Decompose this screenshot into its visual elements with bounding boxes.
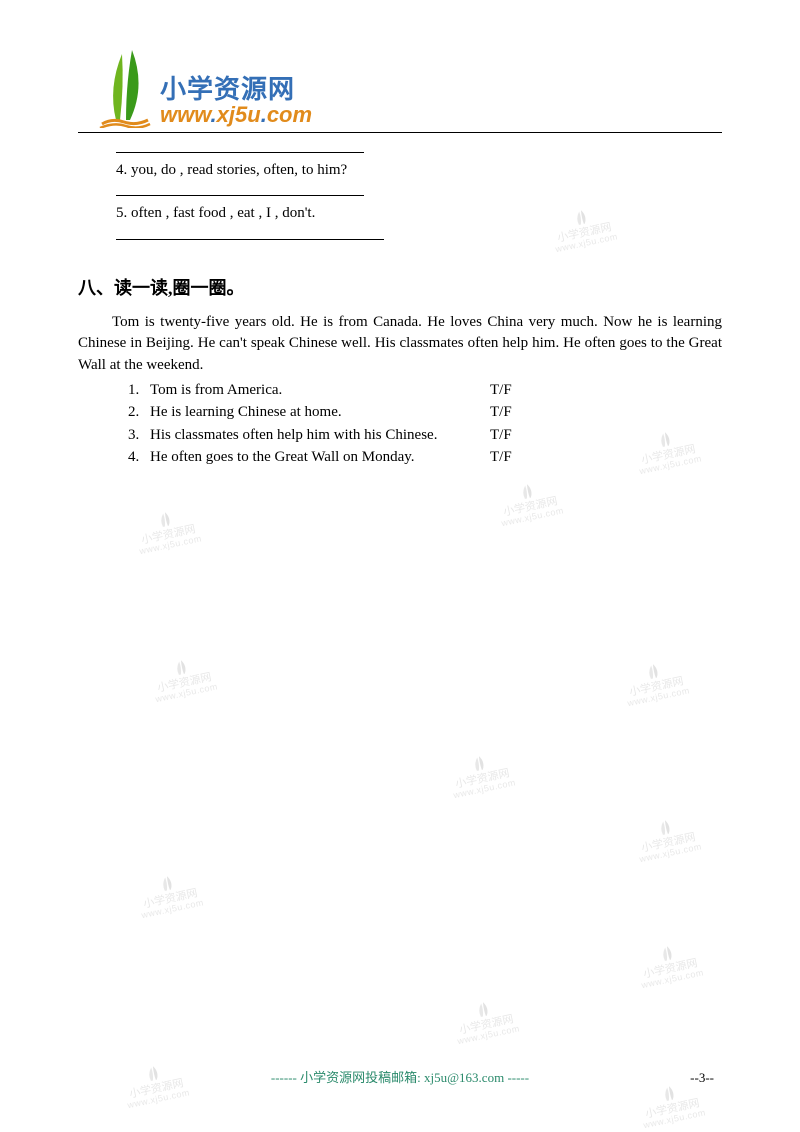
tf-item: 1.Tom is from America.T/F [128,379,722,402]
reading-passage: Tom is twenty-five years old. He is from… [78,312,722,377]
question-5: 5. often , fast food , eat , I , don't. [116,202,722,225]
logo-url: www.xj5u.com [160,102,312,128]
watermark: 小学资源网www.xj5u.com [635,940,705,991]
watermark: 小学资源网www.xj5u.com [149,654,219,705]
logo-title: 小学资源网 [160,69,312,106]
watermark: 小学资源网www.xj5u.com [133,506,203,557]
watermark: 小学资源网www.xj5u.com [621,658,691,709]
watermark: 小学资源网www.xj5u.com [447,750,517,801]
footer-text: ------ 小学资源网投稿邮箱: xj5u@163.com ----- [0,1067,800,1086]
watermark: 小学资源网www.xj5u.com [637,1080,707,1131]
tf-question-list: 1.Tom is from America.T/F 2.He is learni… [128,379,722,469]
header-divider [78,132,722,133]
page-content: 4. you, do , read stories, often, to him… [78,139,722,469]
watermark: 小学资源网www.xj5u.com [495,478,565,529]
page-number: --3-- [690,1070,714,1086]
watermark: 小学资源网www.xj5u.com [135,870,205,921]
question-4: 4. you, do , read stories, often, to him… [116,159,722,182]
site-logo: 小学资源网 www.xj5u.com [96,48,722,128]
answer-blank [116,139,364,153]
tf-item: 4.He often goes to the Great Wall on Mon… [128,446,722,469]
answer-blank [116,182,364,196]
tf-item: 3.His classmates often help him with his… [128,424,722,447]
watermark: 小学资源网www.xj5u.com [633,814,703,865]
answer-blank [116,226,384,240]
leaf-icon [96,48,154,128]
tf-item: 2.He is learning Chinese at home.T/F [128,401,722,424]
section-8-title: 八、读一读,圈一圈。 [78,274,722,300]
watermark: 小学资源网www.xj5u.com [451,996,521,1047]
